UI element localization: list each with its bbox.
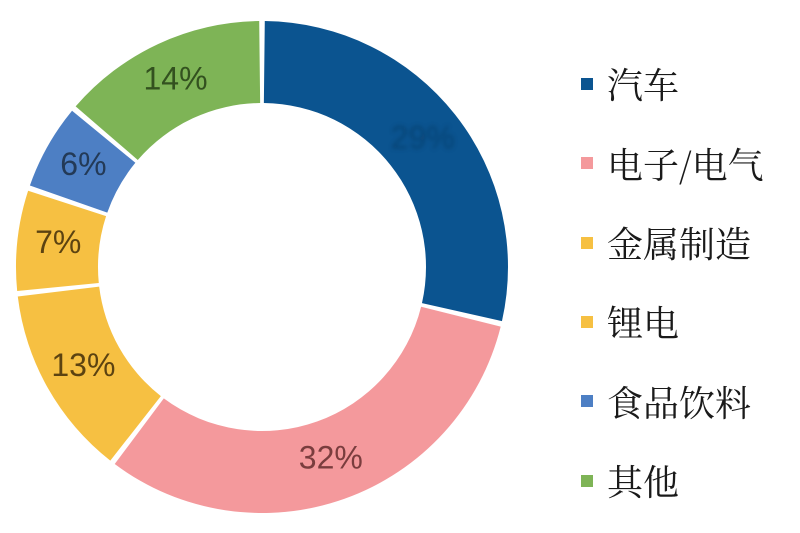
svg-text:32%: 32% xyxy=(299,440,363,476)
svg-text:6%: 6% xyxy=(60,146,106,182)
svg-text:13%: 13% xyxy=(51,347,115,383)
svg-text:14%: 14% xyxy=(143,61,207,97)
svg-text:29%: 29% xyxy=(391,119,455,155)
svg-text:7%: 7% xyxy=(35,224,81,260)
